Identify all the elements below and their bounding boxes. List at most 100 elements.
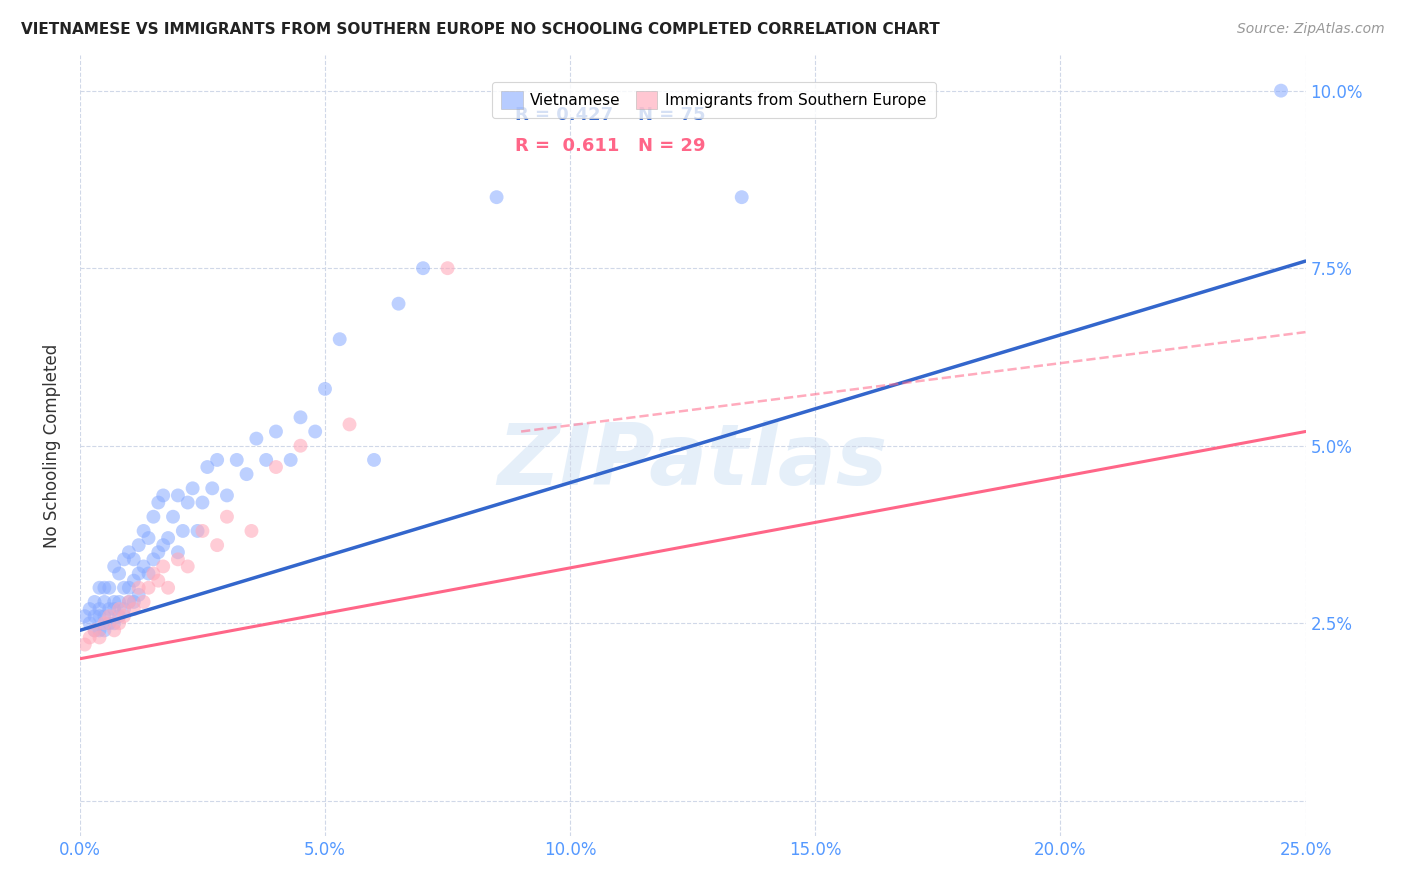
Point — [142, 566, 165, 581]
Point — [205, 538, 228, 552]
Point — [112, 602, 135, 616]
Point — [157, 581, 180, 595]
Point — [280, 453, 302, 467]
Point — [172, 524, 194, 538]
Point — [122, 552, 145, 566]
Point — [89, 602, 111, 616]
Point — [79, 602, 101, 616]
Point — [485, 190, 508, 204]
Point — [142, 509, 165, 524]
Point — [103, 624, 125, 638]
Point — [93, 616, 115, 631]
Point — [731, 190, 754, 204]
Point — [132, 595, 155, 609]
Point — [329, 332, 352, 346]
Point — [112, 552, 135, 566]
Point — [363, 453, 385, 467]
Point — [132, 524, 155, 538]
Point — [122, 602, 145, 616]
Text: Source: ZipAtlas.com: Source: ZipAtlas.com — [1237, 22, 1385, 37]
Point — [73, 609, 96, 624]
Point — [98, 581, 121, 595]
Point — [118, 545, 141, 559]
Point — [304, 425, 326, 439]
Point — [148, 574, 170, 588]
Point — [290, 410, 312, 425]
Point — [264, 460, 287, 475]
Point — [157, 531, 180, 545]
Point — [93, 595, 115, 609]
Point — [132, 559, 155, 574]
Point — [89, 609, 111, 624]
Point — [79, 631, 101, 645]
Point — [83, 609, 105, 624]
Point — [290, 439, 312, 453]
Point — [225, 453, 247, 467]
Point — [112, 581, 135, 595]
Point — [108, 602, 131, 616]
Point — [387, 296, 409, 310]
Point — [436, 261, 458, 276]
Point — [128, 588, 150, 602]
Point — [93, 609, 115, 624]
Point — [412, 261, 434, 276]
Point — [314, 382, 336, 396]
Point — [118, 581, 141, 595]
Point — [148, 495, 170, 509]
Point — [264, 425, 287, 439]
Point — [128, 538, 150, 552]
Point — [108, 616, 131, 631]
Point — [138, 581, 160, 595]
Point — [138, 531, 160, 545]
Point — [191, 524, 214, 538]
Point — [181, 481, 204, 495]
Point — [98, 602, 121, 616]
Text: R = 0.427: R = 0.427 — [515, 106, 613, 124]
Point — [177, 495, 200, 509]
Point — [108, 595, 131, 609]
Point — [122, 595, 145, 609]
Text: N = 75: N = 75 — [637, 106, 704, 124]
Point — [162, 509, 184, 524]
Point — [167, 545, 190, 559]
Text: N = 29: N = 29 — [637, 137, 704, 155]
Point — [186, 524, 208, 538]
Point — [83, 595, 105, 609]
Point — [103, 602, 125, 616]
Point — [1270, 84, 1292, 98]
Legend: Vietnamese, Immigrants from Southern Europe: Vietnamese, Immigrants from Southern Eur… — [492, 82, 935, 119]
Point — [235, 467, 257, 482]
Point — [108, 609, 131, 624]
Point — [152, 488, 174, 502]
Point — [83, 624, 105, 638]
Point — [142, 552, 165, 566]
Point — [205, 453, 228, 467]
Point — [122, 574, 145, 588]
Point — [118, 595, 141, 609]
Point — [195, 460, 218, 475]
Point — [118, 595, 141, 609]
Point — [138, 566, 160, 581]
Point — [93, 624, 115, 638]
Point — [339, 417, 361, 432]
Point — [152, 559, 174, 574]
Text: VIETNAMESE VS IMMIGRANTS FROM SOUTHERN EUROPE NO SCHOOLING COMPLETED CORRELATION: VIETNAMESE VS IMMIGRANTS FROM SOUTHERN E… — [21, 22, 939, 37]
Text: ZIPatlas: ZIPatlas — [498, 420, 887, 503]
Point — [167, 552, 190, 566]
Point — [83, 624, 105, 638]
Point — [98, 616, 121, 631]
Point — [108, 566, 131, 581]
Point — [215, 509, 238, 524]
Text: R =  0.611: R = 0.611 — [515, 137, 620, 155]
Y-axis label: No Schooling Completed: No Schooling Completed — [44, 343, 60, 548]
Point — [152, 538, 174, 552]
Point — [254, 453, 277, 467]
Point — [73, 638, 96, 652]
Point — [89, 624, 111, 638]
Point — [89, 581, 111, 595]
Point — [167, 488, 190, 502]
Point — [240, 524, 263, 538]
Point — [191, 495, 214, 509]
Point — [128, 566, 150, 581]
Point — [245, 432, 267, 446]
